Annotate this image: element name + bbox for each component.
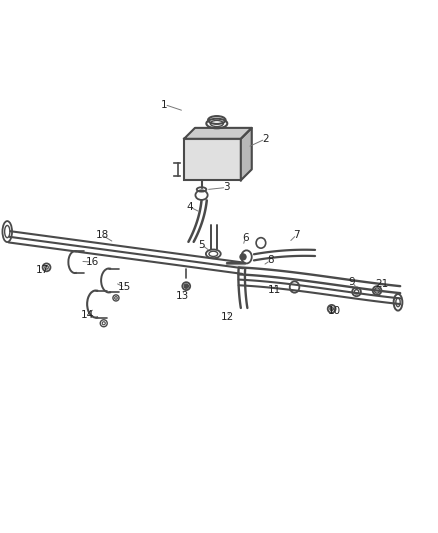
FancyBboxPatch shape (184, 139, 241, 180)
Text: 14: 14 (81, 310, 94, 319)
Text: 13: 13 (176, 291, 189, 301)
Text: 15: 15 (118, 282, 131, 293)
Polygon shape (184, 128, 252, 139)
Text: 21: 21 (376, 279, 389, 289)
Text: 3: 3 (223, 182, 230, 192)
Text: 2: 2 (262, 134, 268, 144)
Polygon shape (241, 128, 252, 180)
Text: 9: 9 (349, 277, 356, 287)
Text: 8: 8 (267, 255, 274, 265)
Text: 1: 1 (161, 100, 168, 109)
Text: 16: 16 (86, 257, 99, 267)
Text: 4: 4 (186, 201, 193, 212)
Text: 18: 18 (95, 230, 109, 240)
Text: 17: 17 (36, 265, 49, 275)
Text: 10: 10 (328, 306, 341, 317)
Text: 5: 5 (198, 240, 205, 249)
Circle shape (240, 254, 246, 260)
Text: 6: 6 (242, 233, 248, 243)
Ellipse shape (330, 307, 333, 311)
Text: 7: 7 (293, 230, 300, 240)
Text: 12: 12 (221, 312, 234, 322)
Ellipse shape (184, 284, 188, 288)
Text: 11: 11 (268, 285, 282, 295)
